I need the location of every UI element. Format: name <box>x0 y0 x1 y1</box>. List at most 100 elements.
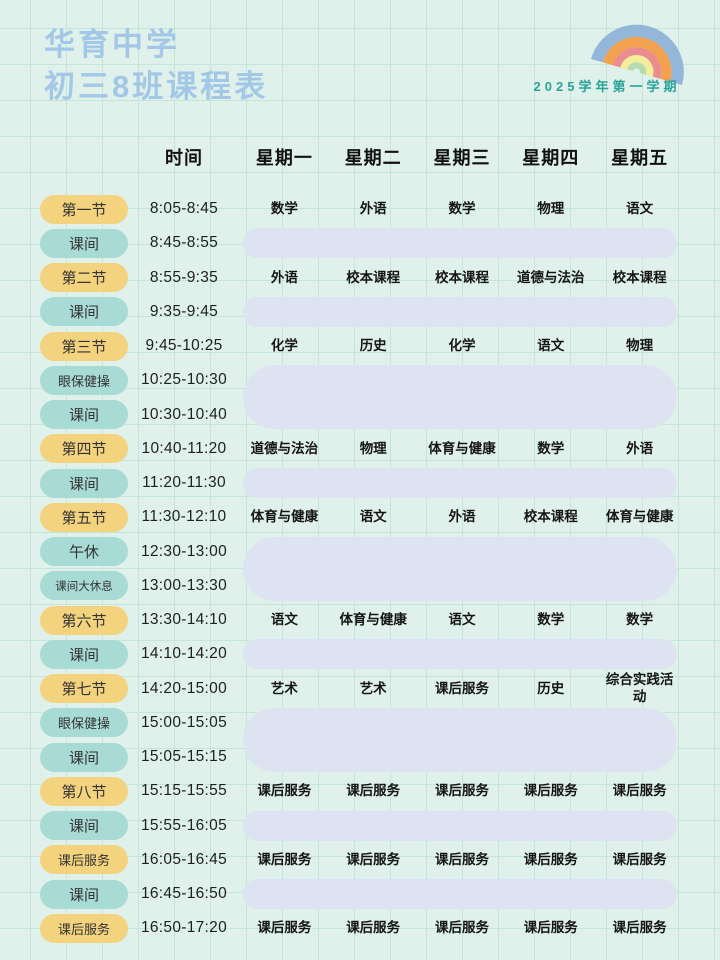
column-header-tuesday: 星期二 <box>344 148 402 168</box>
column-header-wednesday: 星期三 <box>433 148 491 168</box>
period-pill: 课间 <box>40 879 128 909</box>
subject-cell: 语文 <box>359 509 387 525</box>
day-cells: 数学 外语 数学 物理 语文 <box>240 192 684 226</box>
subject-cell: 艺术 <box>270 680 298 696</box>
subject-cell: 校本课程 <box>612 269 667 285</box>
time-range: 15:15-15:55 <box>140 782 228 800</box>
subject-cell: 语文 <box>626 201 654 217</box>
subject-cell: 外语 <box>626 440 654 456</box>
column-header-monday: 星期一 <box>255 148 313 168</box>
period-pill: 课间 <box>40 297 128 327</box>
period-label-cell: 午休 <box>0 537 128 567</box>
table-row: 课间 10:30-10:40 <box>0 398 720 432</box>
period-label-cell: 第五节 <box>0 502 128 532</box>
subject-cell: 课后服务 <box>523 851 578 867</box>
day-cells: 课后服务 课后服务 课后服务 课后服务 课后服务 <box>240 774 684 808</box>
period-pill: 课间大休息 <box>40 571 128 601</box>
subject-cell: 课后服务 <box>346 920 401 936</box>
break-bar <box>243 365 677 430</box>
period-label-cell: 眼保健操 <box>0 708 128 738</box>
time-range: 8:05-8:45 <box>149 200 219 218</box>
period-pill: 第七节 <box>40 674 128 704</box>
period-pill: 课间 <box>40 228 128 258</box>
period-label-cell: 课间 <box>0 468 128 498</box>
subject-cell: 校本课程 <box>434 269 489 285</box>
column-header-time: 时间 <box>165 148 203 168</box>
subject-cell: 外语 <box>359 201 387 217</box>
subject-cell: 课后服务 <box>346 783 401 799</box>
period-pill: 第三节 <box>40 331 128 361</box>
day-cells: 语文 体育与健康 语文 数学 数学 <box>240 603 684 637</box>
subject-cell: 物理 <box>359 440 387 456</box>
table-row: 第七节 14:20-15:00 艺术 艺术 课后服务 历史 综合实践活动 <box>0 672 720 706</box>
time-range: 15:05-15:15 <box>140 748 228 766</box>
subject-cell: 体育与健康 <box>339 612 407 628</box>
subject-cell: 数学 <box>537 612 565 628</box>
subject-cell: 外语 <box>448 509 476 525</box>
column-header-thursday: 星期四 <box>522 148 580 168</box>
period-pill: 课间 <box>40 400 128 430</box>
period-pill: 眼保健操 <box>40 365 128 395</box>
time-range: 11:20-11:30 <box>142 474 226 492</box>
day-cells: 课后服务 课后服务 课后服务 课后服务 课后服务 <box>240 911 684 945</box>
day-cells <box>240 706 684 772</box>
time-range: 13:30-14:10 <box>140 611 228 629</box>
table-header-row: 时间 星期一 星期二 星期三 星期四 星期五 <box>0 142 720 172</box>
time-range: 13:00-13:30 <box>140 576 228 594</box>
day-cells: 体育与健康 语文 外语 校本课程 体育与健康 <box>240 500 684 534</box>
period-pill: 第二节 <box>40 263 128 293</box>
time-range: 8:45-8:55 <box>149 234 219 252</box>
subject-cell: 语文 <box>270 612 298 628</box>
period-label-cell: 第七节 <box>0 674 128 704</box>
subject-cell: 课后服务 <box>612 920 667 936</box>
table-row: 课间 15:55-16:05 <box>0 809 720 843</box>
subject-cell: 课后服务 <box>612 851 667 867</box>
subject-cell: 外语 <box>270 269 298 285</box>
column-header-friday: 星期五 <box>611 148 669 168</box>
time-range: 16:05-16:45 <box>140 850 228 868</box>
subject-cell: 数学 <box>270 201 298 217</box>
timetable-body: 第一节 8:05-8:45 数学 外语 数学 物理 语文 课间 8:45-8:55 第二节 8:55… <box>0 192 720 946</box>
subject-cell: 课后服务 <box>434 851 489 867</box>
subject-cell: 历史 <box>359 338 387 354</box>
subject-cell: 数学 <box>537 440 565 456</box>
subject-cell: 课后服务 <box>257 920 312 936</box>
subject-cell: 校本课程 <box>523 509 578 525</box>
time-range: 16:45-16:50 <box>140 885 228 903</box>
subject-cell: 体育与健康 <box>605 509 674 525</box>
subject-cell: 道德与法治 <box>517 269 585 285</box>
subject-cell: 体育与健康 <box>428 440 496 456</box>
period-label-cell: 第八节 <box>0 776 128 806</box>
period-label-cell: 第一节 <box>0 194 128 224</box>
period-pill: 午休 <box>40 537 128 567</box>
school-name: 华育中学 <box>44 27 180 62</box>
subject-cell: 课后服务 <box>523 783 578 799</box>
day-cells: 道德与法治 物理 体育与健康 数学 外语 <box>240 432 684 466</box>
period-pill: 第六节 <box>40 605 128 635</box>
day-headers: 星期一 星期二 星期三 星期四 星期五 <box>240 144 684 170</box>
subject-cell: 课后服务 <box>434 920 489 936</box>
period-label-cell: 第四节 <box>0 434 128 464</box>
period-pill: 课间 <box>40 639 128 669</box>
subject-cell: 语文 <box>448 612 476 628</box>
day-cells <box>240 466 684 500</box>
day-cells: 外语 校本课程 校本课程 道德与法治 校本课程 <box>240 261 684 295</box>
semester-label: 2025学年第一学期 <box>533 79 681 94</box>
period-pill: 课后服务 <box>40 845 128 875</box>
time-range: 10:40-11:20 <box>141 439 227 457</box>
period-pill: 课间 <box>40 742 128 772</box>
subject-cell: 课后服务 <box>434 680 489 696</box>
period-label-cell: 课间 <box>0 297 128 327</box>
time-range: 14:10-14:20 <box>140 645 228 663</box>
day-cells <box>240 637 684 671</box>
table-row: 课间 8:45-8:55 <box>0 226 720 260</box>
table-row: 课间 16:45-16:50 <box>0 877 720 911</box>
table-row: 第二节 8:55-9:35 外语 校本课程 校本课程 道德与法治 校本课程 <box>0 261 720 295</box>
day-cells <box>240 295 684 329</box>
table-row: 眼保健操 10:25-10:30 <box>0 363 720 430</box>
day-cells <box>240 363 684 430</box>
period-label-cell: 课间 <box>0 811 128 841</box>
break-bar <box>243 536 677 601</box>
period-pill: 眼保健操 <box>40 708 128 738</box>
